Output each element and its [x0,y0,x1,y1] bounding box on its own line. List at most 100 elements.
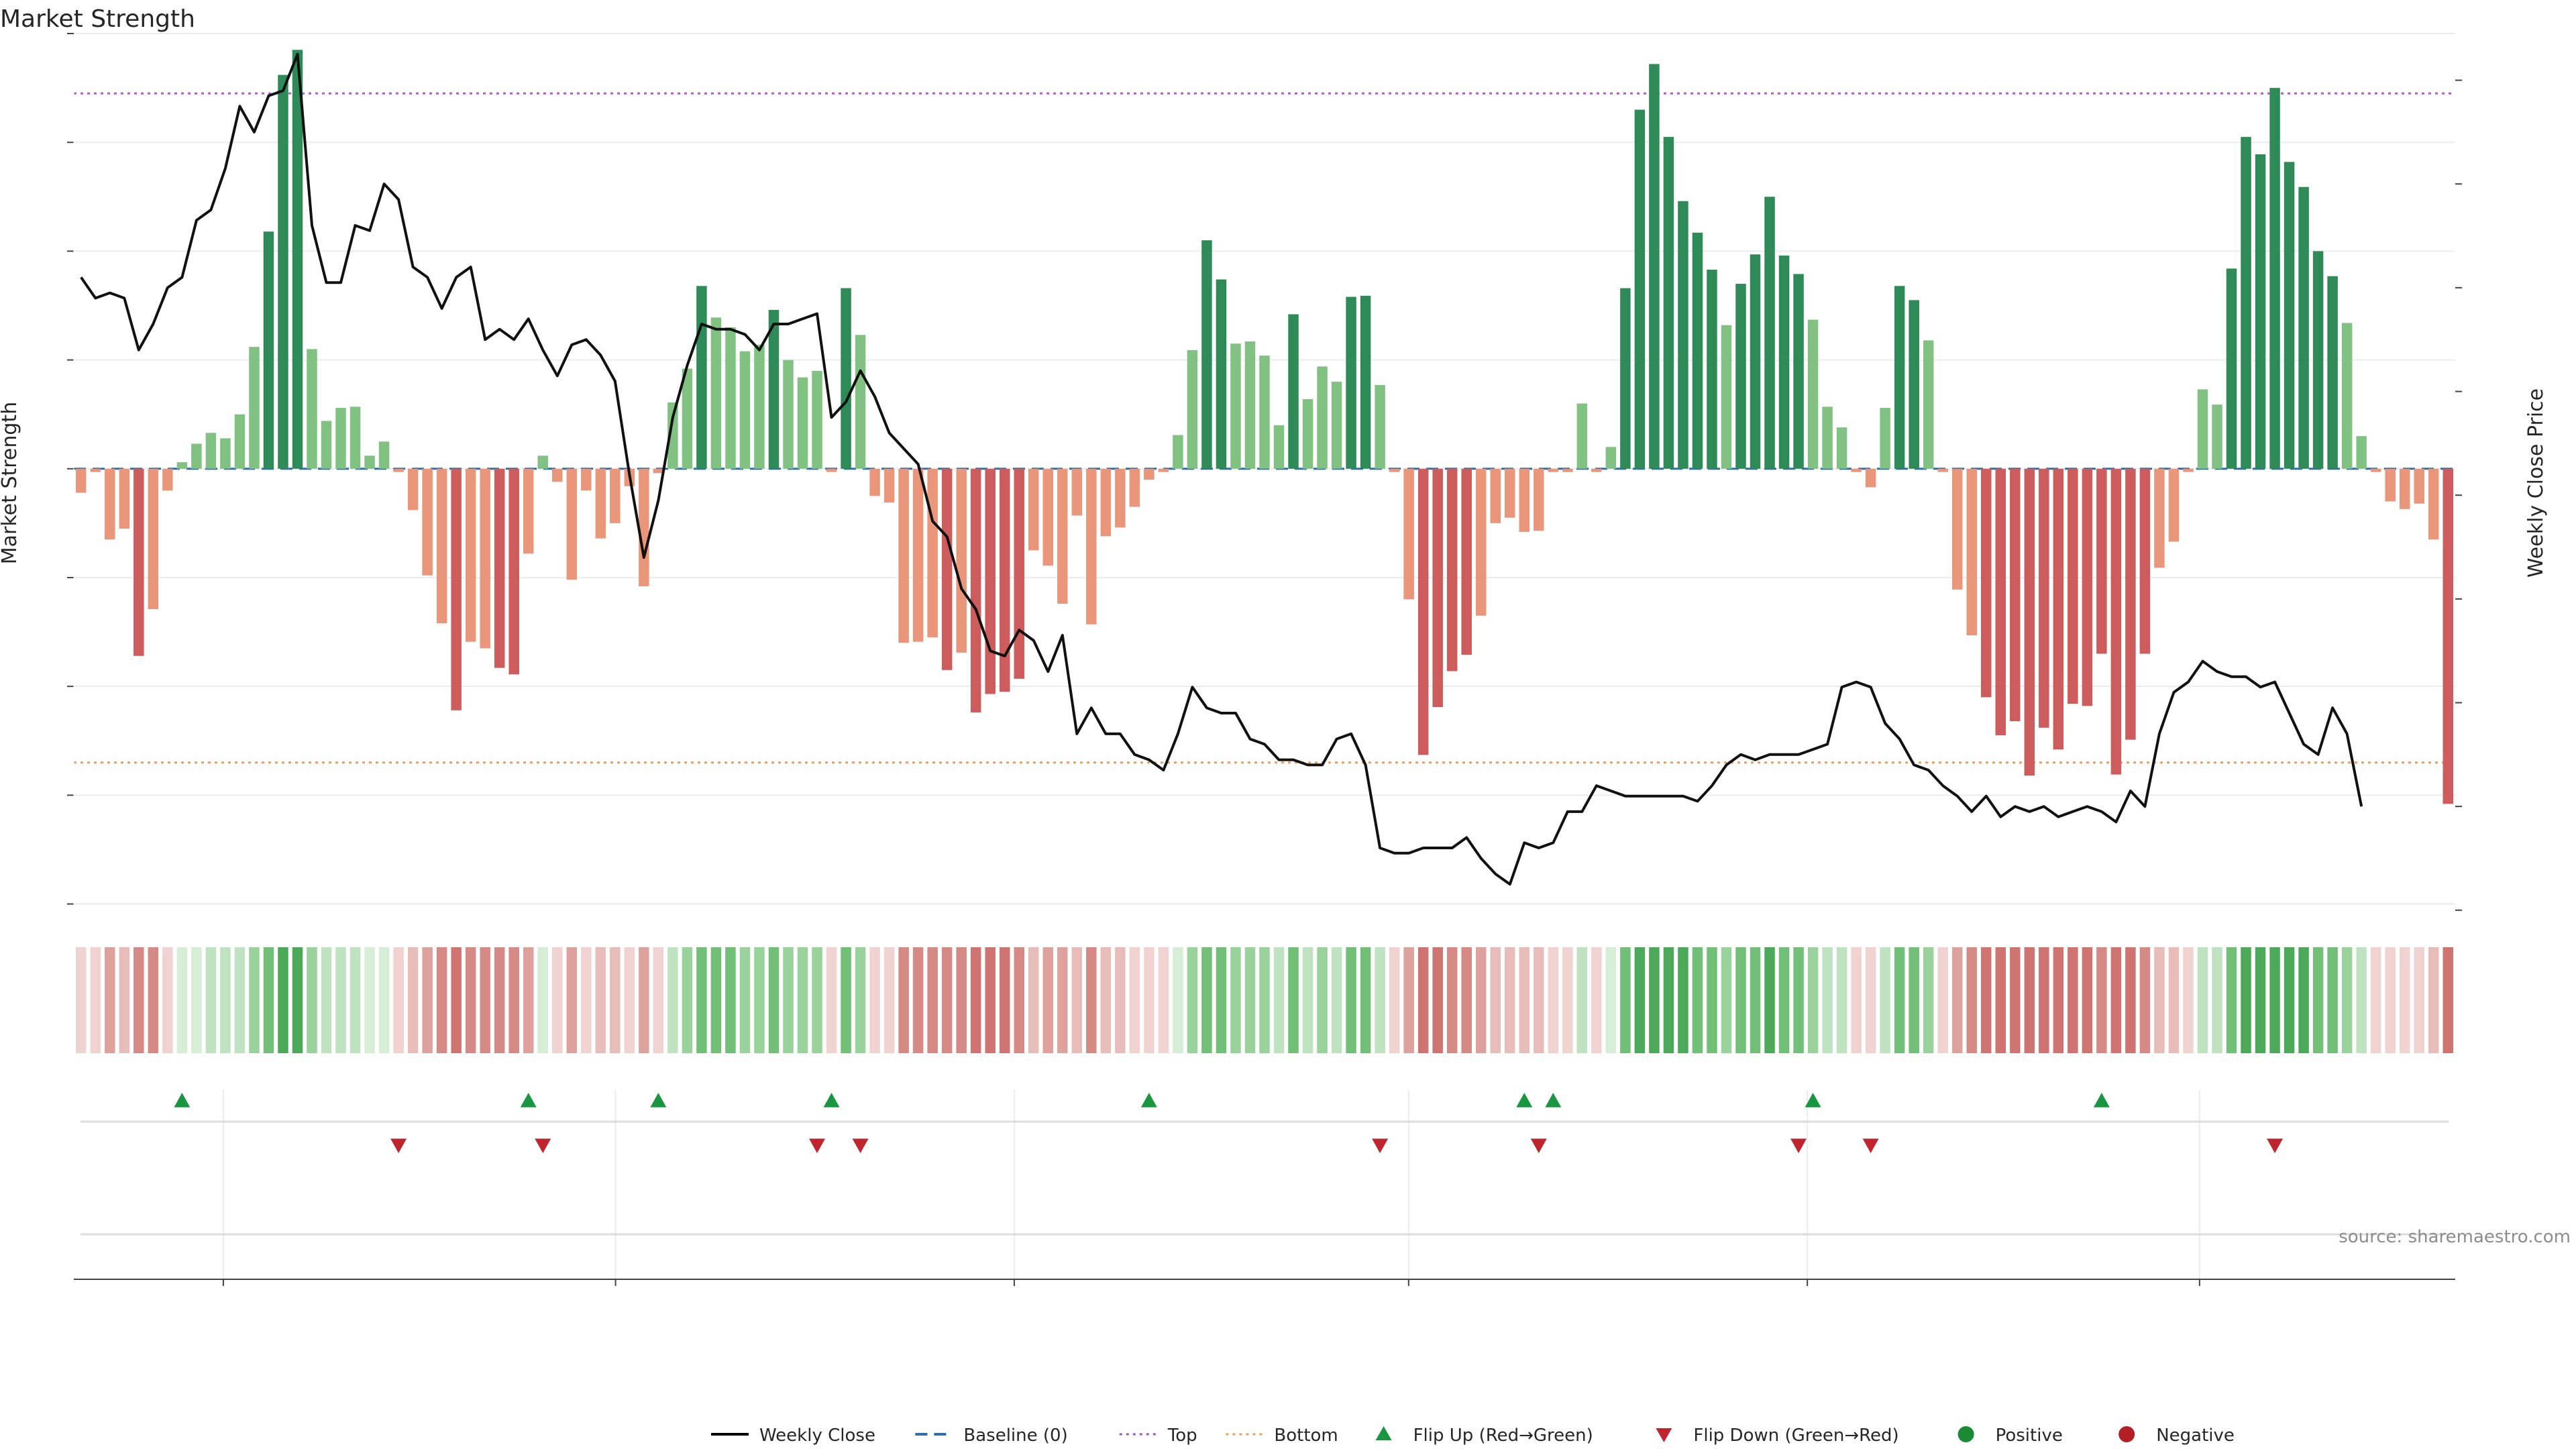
strength-bar [1519,468,1530,532]
heat-cell [2312,947,2324,1053]
heat-cell [1490,947,1501,1053]
strength-bar [1071,468,1083,516]
flip-down-marker [390,1138,407,1153]
strength-bar [2053,468,2064,750]
heat-cell [350,947,361,1053]
strength-bar [2096,468,2107,654]
heat-cell [710,947,722,1053]
strength-bar [2284,162,2295,469]
heat-cell [1288,947,1299,1053]
strength-bar [1721,325,1732,469]
strength-bar [725,327,736,469]
strength-bar [2298,186,2309,469]
strength-bar [278,74,288,469]
strength-bar [1042,468,1054,566]
strength-bar [292,50,303,469]
heat-cell [1042,947,1054,1053]
heat-cell [2269,947,2280,1053]
heat-cell [1475,947,1487,1053]
heat-cell [1981,947,1992,1053]
heat-cell [1086,947,1097,1053]
legend-swatch-triangle-up [1375,1426,1392,1440]
strength-bar [1923,340,1934,469]
strength-bar [912,468,924,642]
strength-bar [1576,403,1588,469]
strength-bar [162,468,173,491]
heat-cell [1432,947,1443,1053]
flip-down-marker [2267,1138,2284,1153]
strength-bar [234,414,246,469]
strength-bar [1244,341,1256,469]
strength-bar [1894,286,1905,469]
strength-bar [407,468,419,511]
heat-cell [1707,947,1717,1053]
heat-cell [1129,947,1140,1053]
strength-bar [1663,137,1674,469]
legend: Weekly Close Baseline (0) Top Bottom Flip Up… [711,1426,2235,1446]
strength-bar [1375,384,1385,469]
strength-bar [710,317,722,469]
strength-bar [494,468,505,668]
legend-item: Flip Up (Red→Green) [1375,1426,1593,1446]
strength-bar [1417,468,1429,755]
heat-cell [2197,947,2208,1053]
strength-bar [1028,468,1039,551]
legend-label: Top [1167,1426,1197,1446]
heat-cell [1317,947,1328,1053]
strength-bar [1951,468,1963,590]
heat-cell [2385,947,2396,1053]
heat-cell [508,947,519,1053]
strength-bars [76,50,2453,804]
legend-label: Baseline (0) [963,1426,1067,1446]
heat-cell [176,947,188,1053]
heat-cell [2068,947,2078,1053]
strength-bar [249,347,260,469]
heat-cell [393,947,404,1053]
strength-bar [1100,468,1112,537]
heat-cell [552,947,563,1053]
strength-bar [133,468,144,656]
heat-cell [162,947,173,1053]
heat-cell [1389,947,1400,1053]
heat-cell [1793,947,1804,1053]
legend-label: Positive [1996,1426,2063,1446]
heat-cell [1057,947,1068,1053]
strength-bar [754,344,765,469]
strength-bar [1057,468,1068,604]
heat-cell [407,947,419,1053]
heat-cell [2443,947,2453,1053]
strength-bar [2082,468,2093,706]
heat-cell [422,947,433,1053]
heat-cell [191,947,202,1053]
heat-cell [2356,947,2367,1053]
strength-bar [1403,468,1414,600]
strength-bar [1981,468,1992,698]
axes [67,33,2462,926]
heat-cell [1115,947,1126,1053]
strength-bar [1432,468,1443,707]
heat-cell [1273,947,1285,1053]
heat-cell [999,947,1010,1053]
strength-bar [1995,468,2006,736]
strength-bar [1331,382,1342,469]
legend-swatch-dot [2118,1426,2135,1442]
heat-cell [90,947,101,1053]
legend-item: Flip Down (Green→Red) [1656,1426,1899,1446]
heat-cell [1995,947,2006,1053]
strength-bar [1086,468,1097,625]
strength-bar [335,407,346,469]
heat-cell [1735,947,1746,1053]
strength-bar [191,443,202,469]
strength-bar [667,402,678,469]
heat-cell [2139,947,2151,1053]
heat-cell [725,947,736,1053]
heat-cell [1951,947,1963,1053]
heat-cell [581,947,592,1053]
strength-bar [537,455,548,469]
heat-cell [2370,947,2381,1053]
strength-bar [1634,109,1646,469]
strength-bar [869,468,880,496]
strength-bar [812,370,822,469]
strength-bar [2312,251,2324,469]
weekly-close-series [80,52,2363,886]
